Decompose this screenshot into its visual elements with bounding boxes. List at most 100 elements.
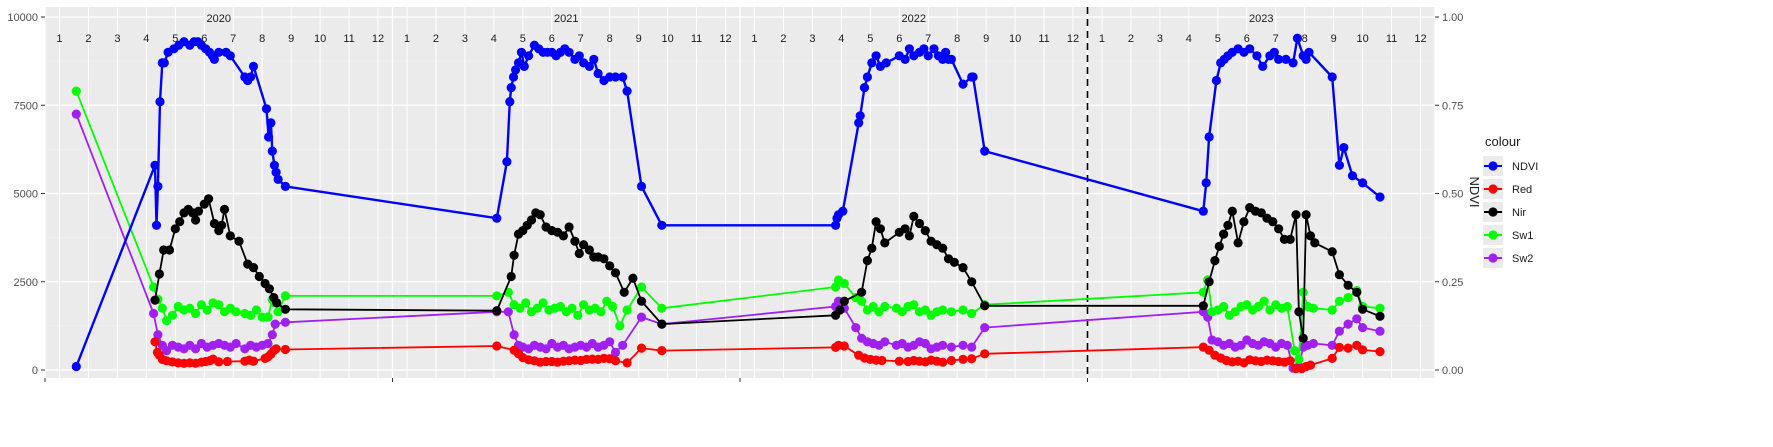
data-point-nir [564,222,574,232]
data-point-nir [164,245,175,255]
month-label: 4 [491,33,497,45]
left-axis-tick-label: 2500 [14,277,38,289]
data-point-red [980,349,990,359]
data-point-sw2 [946,342,957,352]
month-label: 12 [1067,33,1079,45]
data-point-nir [280,304,290,314]
month-label: 2 [85,33,91,45]
data-point-sw1 [602,296,612,306]
month-label: 7 [925,33,931,45]
data-point-sw1 [1265,305,1275,315]
data-point-sw2 [1352,314,1362,324]
data-point-sw1 [1298,287,1308,297]
legend-key-dot [1488,253,1498,263]
data-point-ndvi [1274,54,1284,64]
data-point-nir [1285,234,1295,244]
data-point-sw2 [967,342,977,352]
data-point-red [610,356,621,366]
data-point-nir [862,256,873,266]
data-point-ndvi [867,58,877,68]
data-point-sw2 [610,347,621,357]
data-point-nir [254,271,264,282]
data-point-ndvi [1204,132,1214,142]
data-point-sw1 [880,301,890,312]
data-point-nir [909,211,919,221]
data-point-ndvi [273,174,283,184]
data-point-ndvi [854,118,864,128]
data-point-sw1 [167,310,177,320]
data-point-ndvi [968,72,978,82]
month-label: 12 [719,33,731,45]
data-point-ndvi [871,51,881,61]
month-label: 3 [1157,33,1163,45]
data-point-nir [154,269,164,279]
data-point-nir [264,284,274,294]
data-point-ndvi [946,54,957,64]
month-label: 6 [896,33,902,45]
data-point-sw1 [573,310,583,320]
data-point-nir [1274,224,1284,234]
data-point-ndvi [919,44,929,54]
data-point-nir [1268,217,1278,227]
data-point-sw1 [938,305,948,315]
data-point-sw1 [958,305,968,315]
data-point-sw2 [541,344,551,354]
data-point-nir [958,263,968,273]
data-point-ndvi [214,47,224,57]
data-point-ndvi [150,160,160,170]
data-point-sw2 [980,323,990,333]
data-point-sw1 [246,310,256,320]
data-point-ndvi [151,220,162,230]
data-point-sw1 [608,301,618,312]
data-point-sw1 [280,291,290,301]
data-point-sw1 [1219,301,1229,312]
data-point-sw1 [1375,303,1385,313]
data-point-nir [1334,270,1344,280]
left-axis-tick-label: 7500 [14,100,38,112]
data-point-sw1 [920,305,930,315]
data-point-ndvi [502,157,512,167]
right-axis-tick-label: 0.75 [1442,100,1463,112]
data-point-red [958,354,968,364]
data-point-ndvi [1269,47,1279,57]
data-point-sw1 [1343,293,1353,303]
data-point-ndvi [958,79,968,89]
data-point-nir [980,301,990,311]
data-point-ndvi [1258,61,1268,71]
data-point-red [938,357,948,367]
data-point-sw1 [567,303,577,313]
data-point-ndvi [1327,72,1337,82]
data-point-ndvi [1198,206,1208,216]
month-label: 11 [1038,33,1049,45]
data-point-sw2 [1343,319,1353,329]
data-point-nir [225,231,235,241]
month-label: 11 [691,33,702,45]
legend-key-dot [1488,184,1498,194]
data-point-red [1327,353,1337,363]
data-point-sw2 [71,109,81,119]
data-point-ndvi [266,118,276,128]
data-point-sw2 [162,346,172,356]
data-point-ndvi [1347,171,1358,181]
right-axis-tick-label: 0.50 [1442,189,1463,201]
month-label: 7 [1273,33,1279,45]
right-axis-title: NDVI [1467,176,1482,207]
data-point-sw1 [149,282,159,292]
data-point-sw2 [1282,340,1292,350]
data-point-ndvi [941,47,951,57]
month-label: 1 [56,33,62,45]
data-point-ndvi [1339,143,1349,153]
month-label: 7 [230,33,236,45]
data-point-nir [1291,210,1301,220]
data-point-ndvi [618,72,628,82]
data-point-sw1 [657,303,667,313]
month-label: 9 [983,33,989,45]
data-point-sw2 [851,323,861,333]
data-point-red [1343,343,1353,353]
month-label: 12 [372,33,384,45]
month-label: 12 [1414,33,1426,45]
data-point-ndvi [269,160,279,170]
month-label: 9 [1331,33,1337,45]
month-label: 8 [1302,33,1308,45]
